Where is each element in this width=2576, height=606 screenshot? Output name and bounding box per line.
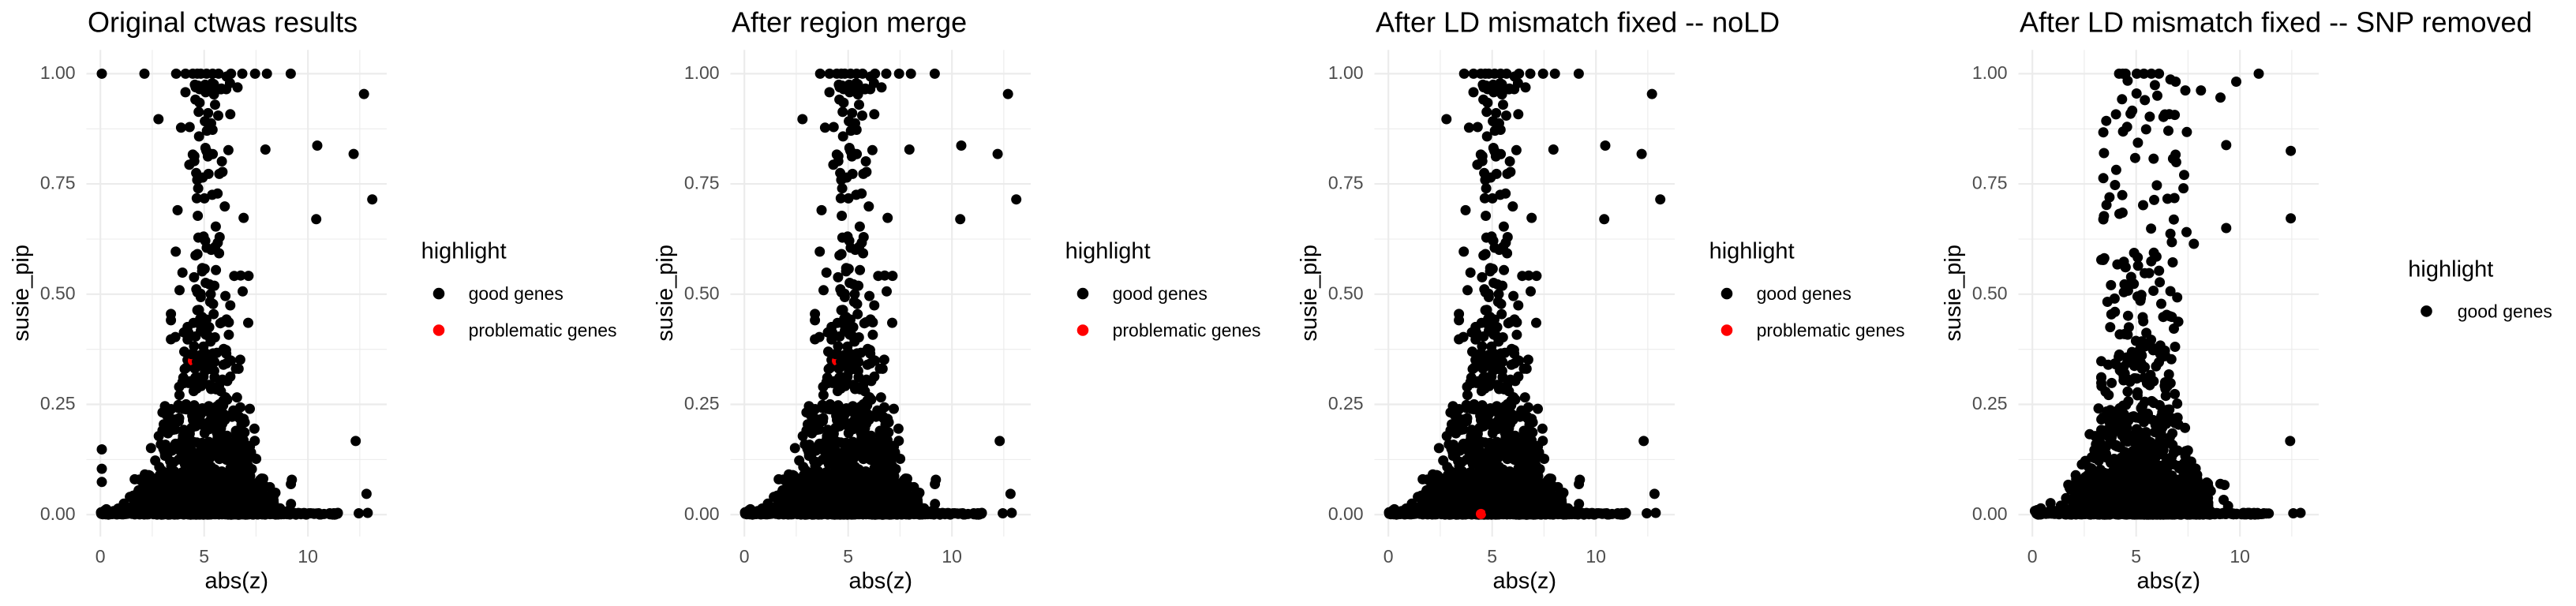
svg-text:0.75: 0.75 <box>1972 173 2008 193</box>
svg-text:5: 5 <box>843 546 853 567</box>
svg-text:problematic genes: problematic genes <box>1113 320 1261 341</box>
svg-text:0.00: 0.00 <box>40 503 76 524</box>
svg-text:0.25: 0.25 <box>40 393 76 413</box>
svg-text:0: 0 <box>1383 546 1394 567</box>
svg-text:good genes: good genes <box>1757 283 1852 304</box>
svg-text:susie_pip: susie_pip <box>9 245 34 342</box>
svg-text:0.00: 0.00 <box>1328 503 1364 524</box>
svg-text:highlight: highlight <box>1065 239 1151 264</box>
svg-text:10: 10 <box>1586 546 1606 567</box>
svg-text:0.25: 0.25 <box>1328 393 1364 413</box>
svg-text:After region merge: After region merge <box>732 6 967 39</box>
svg-text:abs(z): abs(z) <box>849 568 913 593</box>
svg-text:10: 10 <box>298 546 318 567</box>
svg-text:0.75: 0.75 <box>40 173 76 193</box>
svg-text:susie_pip: susie_pip <box>1941 245 1966 342</box>
svg-text:After LD mismatch fixed -- noL: After LD mismatch fixed -- noLD <box>1376 6 1780 39</box>
svg-text:0.25: 0.25 <box>1972 393 2008 413</box>
svg-text:1.00: 1.00 <box>1972 62 2008 83</box>
svg-text:abs(z): abs(z) <box>1493 568 1557 593</box>
svg-text:1.00: 1.00 <box>40 62 76 83</box>
svg-text:10: 10 <box>2230 546 2250 567</box>
svg-text:0: 0 <box>95 546 106 567</box>
svg-text:good genes: good genes <box>1113 283 1208 304</box>
svg-text:highlight: highlight <box>1709 239 1795 264</box>
svg-text:good genes: good genes <box>2458 301 2552 321</box>
svg-text:highlight: highlight <box>421 239 507 264</box>
svg-text:susie_pip: susie_pip <box>653 245 678 342</box>
svg-text:0.50: 0.50 <box>40 282 76 303</box>
svg-text:highlight: highlight <box>2408 256 2493 282</box>
svg-text:5: 5 <box>1487 546 1497 567</box>
svg-text:0.25: 0.25 <box>684 393 720 413</box>
svg-text:problematic genes: problematic genes <box>469 320 617 341</box>
svg-text:abs(z): abs(z) <box>205 568 269 593</box>
svg-text:0.00: 0.00 <box>684 503 720 524</box>
svg-text:After LD mismatch fixed -- SNP: After LD mismatch fixed -- SNP removed <box>2020 6 2533 39</box>
svg-text:5: 5 <box>2131 546 2141 567</box>
svg-text:0: 0 <box>739 546 750 567</box>
svg-text:0.75: 0.75 <box>684 173 720 193</box>
svg-text:1.00: 1.00 <box>1328 62 1364 83</box>
svg-text:0.00: 0.00 <box>1972 503 2008 524</box>
svg-text:good genes: good genes <box>469 283 564 304</box>
svg-text:susie_pip: susie_pip <box>1297 245 1322 342</box>
svg-text:abs(z): abs(z) <box>2137 568 2201 593</box>
svg-text:0.50: 0.50 <box>1328 282 1364 303</box>
svg-text:5: 5 <box>199 546 209 567</box>
svg-text:0.50: 0.50 <box>684 282 720 303</box>
svg-text:0.50: 0.50 <box>1972 282 2008 303</box>
svg-text:problematic genes: problematic genes <box>1757 320 1905 341</box>
svg-text:10: 10 <box>942 546 962 567</box>
svg-text:1.00: 1.00 <box>684 62 720 83</box>
svg-text:Original ctwas results: Original ctwas results <box>88 6 358 39</box>
svg-text:0: 0 <box>2027 546 2038 567</box>
svg-text:0.75: 0.75 <box>1328 173 1364 193</box>
